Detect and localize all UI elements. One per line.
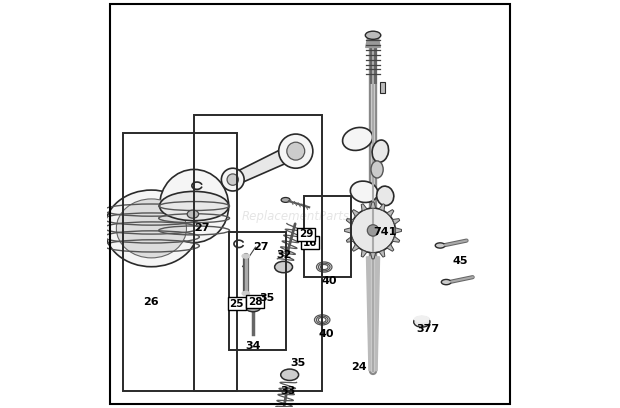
Polygon shape: [366, 257, 379, 371]
Text: 27: 27: [195, 223, 210, 233]
Text: 32: 32: [276, 250, 291, 260]
Ellipse shape: [275, 262, 293, 273]
Text: 741: 741: [373, 228, 397, 237]
Text: 27: 27: [254, 242, 269, 252]
Text: 29: 29: [299, 229, 313, 239]
Polygon shape: [379, 204, 385, 211]
Text: 40: 40: [322, 276, 337, 286]
Text: 28: 28: [248, 297, 262, 306]
Ellipse shape: [414, 315, 430, 323]
Text: 25: 25: [229, 299, 244, 308]
Circle shape: [367, 225, 379, 236]
Circle shape: [351, 208, 396, 253]
Text: 35: 35: [260, 293, 275, 302]
Ellipse shape: [242, 291, 249, 295]
Polygon shape: [229, 147, 300, 184]
Ellipse shape: [350, 181, 378, 202]
Text: 35: 35: [290, 357, 306, 368]
Polygon shape: [352, 244, 359, 251]
Ellipse shape: [159, 191, 229, 221]
Bar: [123, 133, 237, 391]
Ellipse shape: [159, 169, 229, 243]
Ellipse shape: [343, 127, 373, 151]
Polygon shape: [392, 237, 400, 242]
Polygon shape: [370, 202, 376, 208]
Bar: [304, 196, 351, 277]
Polygon shape: [347, 219, 353, 224]
Ellipse shape: [365, 31, 381, 39]
Circle shape: [221, 168, 244, 191]
Text: 33: 33: [280, 386, 295, 396]
Polygon shape: [392, 219, 400, 224]
Text: 26: 26: [144, 297, 159, 306]
Ellipse shape: [435, 243, 445, 248]
Bar: [380, 82, 385, 93]
Polygon shape: [370, 253, 376, 259]
Polygon shape: [347, 237, 353, 242]
Text: 377: 377: [417, 324, 440, 334]
Bar: [194, 115, 322, 391]
Bar: [229, 233, 286, 350]
Text: 24: 24: [351, 361, 366, 372]
Ellipse shape: [281, 197, 290, 202]
Ellipse shape: [376, 186, 394, 206]
Polygon shape: [366, 35, 380, 47]
Ellipse shape: [441, 279, 451, 285]
Circle shape: [279, 134, 313, 168]
Circle shape: [287, 142, 304, 160]
Polygon shape: [395, 228, 402, 233]
Polygon shape: [345, 228, 351, 233]
Text: 40: 40: [319, 329, 334, 339]
Ellipse shape: [372, 140, 389, 162]
Ellipse shape: [187, 210, 198, 218]
Text: 34: 34: [246, 341, 261, 350]
Polygon shape: [379, 250, 385, 257]
Polygon shape: [361, 204, 367, 211]
Circle shape: [227, 174, 239, 185]
Ellipse shape: [242, 254, 249, 258]
Text: 16: 16: [303, 237, 317, 248]
Polygon shape: [361, 250, 367, 257]
Text: 45: 45: [453, 256, 468, 266]
Ellipse shape: [414, 317, 430, 327]
Polygon shape: [352, 210, 359, 217]
Ellipse shape: [246, 304, 260, 312]
Text: ReplacementParts.com: ReplacementParts.com: [242, 210, 378, 223]
Ellipse shape: [371, 161, 383, 178]
Polygon shape: [387, 210, 394, 217]
Ellipse shape: [281, 369, 299, 381]
Ellipse shape: [117, 199, 187, 258]
Polygon shape: [387, 244, 394, 251]
Ellipse shape: [105, 190, 198, 267]
